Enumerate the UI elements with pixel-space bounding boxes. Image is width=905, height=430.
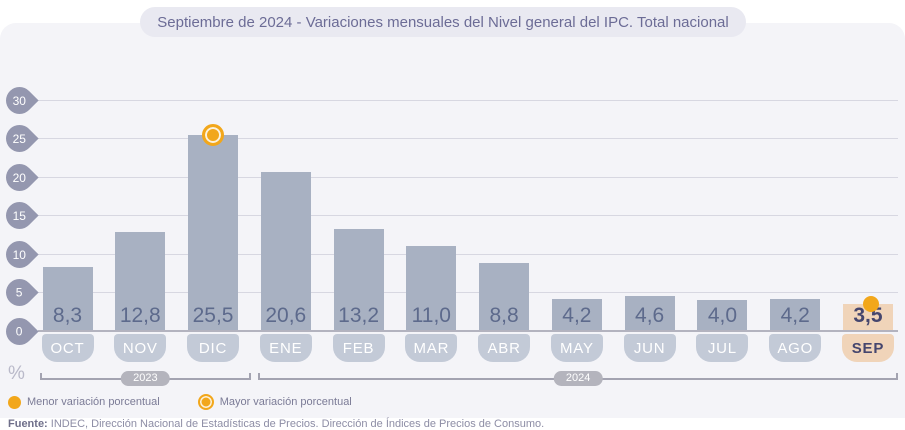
y-axis-tick-label: 0 bbox=[16, 324, 23, 338]
bar-value-NOV: 12,8 bbox=[119, 304, 161, 327]
gridline-0 bbox=[38, 330, 898, 332]
gridline-25 bbox=[38, 138, 898, 139]
bar-value-JUN: 4,6 bbox=[635, 304, 665, 327]
bar-value-ENE: 20,6 bbox=[265, 304, 307, 327]
bar-value-MAR: 11,0 bbox=[411, 304, 451, 327]
bar-ABR bbox=[479, 263, 530, 331]
y-axis-tick-label: 25 bbox=[12, 131, 27, 146]
y-axis-tick-label: 5 bbox=[16, 285, 23, 300]
gridline-5 bbox=[38, 292, 898, 293]
year-bracket-2023: 2023 bbox=[40, 371, 251, 386]
bar-value-AGO: 4,2 bbox=[780, 304, 810, 327]
bar-value-FEB: 13,2 bbox=[338, 304, 380, 327]
legend: Menor variación porcentual Mayor variació… bbox=[8, 394, 352, 410]
y-axis-tick-label: 30 bbox=[12, 92, 27, 107]
y-axis-tick-label: 20 bbox=[12, 169, 27, 184]
max-variation-ring-icon bbox=[197, 394, 214, 410]
chart-title: Septiembre de 2024 - Variaciones mensual… bbox=[140, 7, 746, 37]
y-axis-tick-30: 30 bbox=[0, 80, 39, 120]
bar-ENE bbox=[260, 172, 311, 331]
month-tab-FEB: FEB bbox=[332, 334, 385, 362]
bar-AGO bbox=[770, 298, 821, 331]
month-tab-JUL: JUL bbox=[696, 334, 749, 362]
y-axis-tick-10: 10 bbox=[0, 234, 39, 274]
month-tab-OCT: OCT bbox=[41, 334, 94, 362]
bar-JUL bbox=[697, 300, 748, 331]
legend-label: Mayor variación porcentual bbox=[219, 396, 352, 408]
y-axis-tick-label: 10 bbox=[12, 246, 27, 261]
source-label: Fuente: bbox=[8, 418, 48, 430]
month-tab-SEP: SEP bbox=[841, 334, 894, 362]
month-tab-JUN: JUN bbox=[623, 334, 676, 362]
gridline-10 bbox=[38, 253, 898, 255]
legend-item: Mayor variación porcentual bbox=[197, 394, 352, 410]
legend-label: Menor variación porcentual bbox=[27, 396, 160, 408]
y-axis-tick-20: 20 bbox=[0, 157, 39, 197]
bar-JUN bbox=[624, 295, 675, 331]
bar-value-ABR: 8,8 bbox=[489, 304, 519, 327]
month-tab-ENE: ENE bbox=[259, 334, 312, 362]
y-axis-tick-15: 15 bbox=[0, 196, 39, 235]
max-variation-marker bbox=[202, 123, 225, 146]
min-variation-dot-icon bbox=[8, 395, 21, 409]
month-tab-ABR: ABR bbox=[478, 334, 531, 362]
month-tab-NOV: NOV bbox=[114, 334, 167, 362]
source-note: Fuente: INDEC, Dirección Nacional de Est… bbox=[8, 418, 544, 430]
source-text: INDEC, Dirección Nacional de Estadística… bbox=[47, 418, 545, 430]
month-tab-MAR: MAR bbox=[405, 334, 458, 362]
bar-MAR bbox=[406, 246, 457, 331]
bar-value-MAY: 4,2 bbox=[562, 304, 592, 327]
year-pill-2023: 2023 bbox=[121, 371, 170, 386]
month-tab-DIC: DIC bbox=[187, 334, 240, 362]
bar-value-OCT: 8,3 bbox=[52, 304, 83, 327]
min-variation-marker bbox=[862, 296, 879, 313]
y-axis-tick-label: 15 bbox=[12, 208, 27, 223]
bar-FEB bbox=[333, 229, 384, 331]
y-axis-tick-0: 0 bbox=[0, 311, 39, 351]
chart-card: 30 25 20 15 10 5 0 8,3 OCT 12,8 NOV 25,5 DIC 20,6 ENE 1… bbox=[0, 23, 905, 430]
y-axis-tick-25: 25 bbox=[0, 119, 39, 158]
year-pill-2024: 2024 bbox=[553, 371, 603, 386]
bar-DIC bbox=[188, 134, 239, 331]
gridline-30 bbox=[38, 99, 898, 101]
y-axis-tick-5: 5 bbox=[0, 273, 39, 312]
plot-area: 30 25 20 15 10 5 0 8,3 OCT 12,8 NOV 25,5 DIC 20,6 ENE 1… bbox=[0, 80, 898, 362]
y-axis-unit-label: % bbox=[8, 363, 25, 384]
gridline-20 bbox=[38, 176, 898, 178]
month-tab-AGO: AGO bbox=[769, 334, 822, 362]
bar-OCT bbox=[42, 267, 93, 331]
bar-NOV bbox=[115, 232, 166, 331]
year-bracket-2024: 2024 bbox=[258, 371, 898, 386]
bar-value-JUL: 4,0 bbox=[707, 304, 738, 327]
bar-MAY bbox=[551, 298, 602, 331]
legend-item: Menor variación porcentual bbox=[8, 395, 160, 409]
gridline-15 bbox=[38, 215, 898, 216]
month-tab-MAY: MAY bbox=[550, 334, 603, 362]
bar-value-DIC: 25,5 bbox=[192, 304, 234, 327]
